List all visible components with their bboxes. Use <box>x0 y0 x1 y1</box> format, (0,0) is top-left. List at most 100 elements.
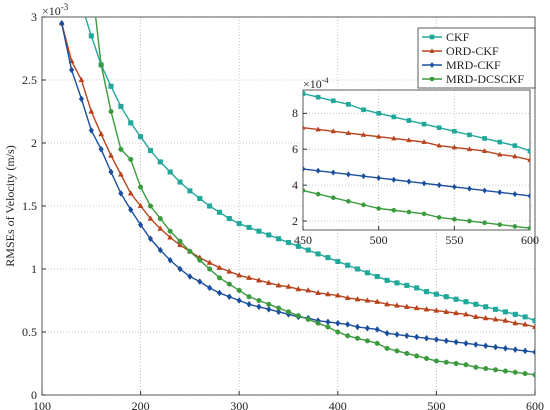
point <box>493 306 499 312</box>
point <box>315 167 321 174</box>
point <box>483 365 489 372</box>
point <box>315 126 321 132</box>
y-tick-label: 0.5 <box>22 325 37 339</box>
point <box>79 2 84 7</box>
x-tick-label: 600 <box>521 233 539 247</box>
point <box>467 218 472 224</box>
point <box>394 280 400 286</box>
point <box>374 298 381 304</box>
point <box>276 305 282 311</box>
point <box>473 341 479 349</box>
series-line <box>303 168 530 197</box>
point <box>463 362 469 368</box>
point <box>502 368 508 374</box>
point <box>502 344 509 352</box>
point <box>482 220 487 226</box>
point <box>466 146 473 152</box>
point <box>345 130 352 136</box>
point <box>527 192 530 200</box>
point <box>532 323 535 330</box>
point <box>197 257 203 263</box>
point <box>177 238 183 244</box>
point <box>157 246 163 254</box>
point <box>108 83 114 89</box>
point <box>157 159 163 165</box>
point <box>345 171 351 178</box>
point <box>345 262 351 268</box>
point <box>512 319 519 326</box>
point <box>467 132 472 138</box>
point <box>512 153 518 159</box>
point <box>285 309 292 315</box>
point <box>275 282 282 288</box>
point <box>361 173 366 180</box>
point <box>374 340 380 346</box>
point <box>216 289 223 297</box>
point <box>483 342 489 350</box>
point <box>345 321 351 328</box>
point <box>502 317 509 323</box>
point <box>391 207 397 213</box>
exponent-base: ×10 <box>303 77 322 91</box>
point <box>88 126 94 134</box>
point <box>108 168 114 176</box>
point <box>216 209 223 215</box>
point <box>334 292 341 298</box>
x-tick-label: 100 <box>33 399 51 410</box>
point <box>98 145 104 153</box>
point <box>406 137 412 143</box>
point <box>364 297 371 303</box>
point <box>433 291 439 297</box>
point <box>512 346 518 354</box>
point <box>216 275 223 281</box>
point <box>482 187 488 194</box>
series-line <box>303 126 530 161</box>
point <box>404 282 410 288</box>
y-tick-label: 2.5 <box>22 73 37 87</box>
point <box>345 333 351 339</box>
point <box>384 277 390 283</box>
point <box>421 139 427 144</box>
y-tick-label: 2 <box>31 136 37 150</box>
point <box>207 203 213 209</box>
point <box>384 329 390 337</box>
legend-box <box>417 27 536 89</box>
point <box>414 333 420 341</box>
point <box>138 184 144 190</box>
point <box>384 301 391 307</box>
point <box>436 215 442 220</box>
point <box>303 124 306 130</box>
x-tick-label: 400 <box>329 399 347 410</box>
point <box>325 324 331 330</box>
point <box>423 355 430 362</box>
y-tick-label: 3 <box>31 10 37 24</box>
series-line <box>303 92 530 152</box>
point <box>413 304 420 311</box>
point <box>78 76 85 83</box>
point <box>376 110 382 116</box>
point <box>423 289 430 295</box>
point <box>147 235 154 243</box>
point <box>481 147 488 153</box>
point <box>354 295 361 302</box>
point <box>226 268 233 274</box>
point <box>527 156 530 162</box>
point <box>360 131 367 137</box>
point <box>532 318 535 324</box>
point <box>197 278 203 286</box>
point <box>374 326 380 333</box>
point <box>335 258 341 264</box>
point <box>266 301 272 307</box>
point <box>527 148 530 154</box>
legend-marker <box>429 48 435 53</box>
point <box>482 136 487 141</box>
point <box>527 225 530 230</box>
series-line <box>94 17 535 376</box>
point <box>346 102 351 107</box>
point <box>303 165 306 173</box>
point <box>375 133 382 139</box>
point <box>295 313 301 319</box>
point <box>137 202 144 209</box>
point <box>207 266 213 272</box>
